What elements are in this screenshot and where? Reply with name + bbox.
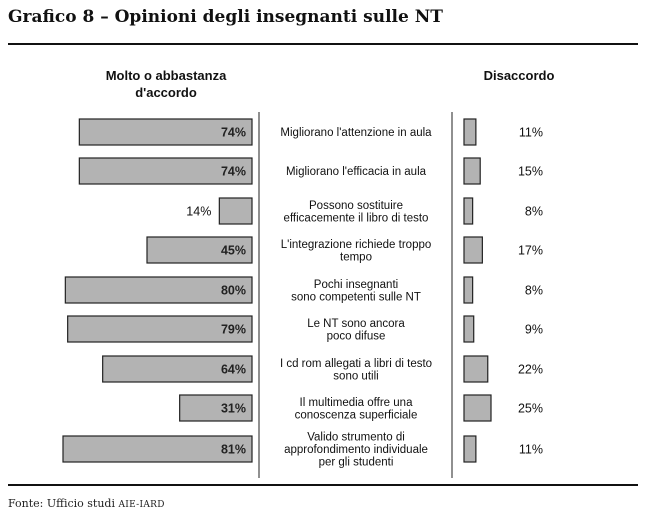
agree-bar (62, 435, 253, 463)
disagree-value-label: 9% (525, 323, 543, 337)
category-label-line: L'integrazione richiede troppo (281, 239, 432, 251)
right-header: Disaccordo (484, 68, 555, 83)
disagree-value-label: 11% (519, 126, 543, 140)
agree-bar (102, 355, 253, 383)
agree-value-label: 74% (221, 165, 246, 179)
category-label-line: Valido strumento di (307, 432, 405, 444)
category-label-line: per gli studenti (319, 457, 394, 469)
agree-value-label: 79% (221, 323, 246, 337)
category-label-line: Migliorano l'efficacia in aula (286, 166, 427, 178)
agree-bar (179, 394, 253, 422)
agree-value-label: 31% (221, 402, 246, 416)
disagree-bar (463, 236, 483, 264)
agree-value-label: 45% (221, 244, 246, 258)
agree-bar (146, 236, 253, 264)
disagree-bar (463, 197, 474, 225)
disagree-value-label: 22% (518, 363, 543, 377)
disagree-bar (463, 355, 489, 383)
category-label-line: efficacemente il libro di testo (284, 212, 429, 224)
category-label-line: sono utili (333, 370, 378, 382)
agree-value-label: 74% (221, 126, 246, 140)
category-label-line: approfondimento individuale (284, 444, 428, 456)
agree-bar (78, 157, 253, 185)
agree-bar (67, 315, 253, 343)
source-org: AIE-IARD (118, 500, 165, 510)
disagree-bar (463, 394, 492, 422)
agree-value-label: 80% (221, 284, 246, 298)
category-label-line: sono competenti sulle NT (291, 291, 421, 303)
disagree-bar (463, 157, 481, 185)
source-prefix: Fonte: Ufficio studi (8, 497, 119, 510)
category-label-line: Il multimedia offre una (300, 397, 414, 409)
disagree-value-label: 15% (518, 165, 543, 179)
category-label-line: I cd rom allegati a libri di testo (280, 358, 432, 370)
disagree-value-label: 25% (518, 402, 543, 416)
agree-bar (218, 197, 253, 225)
source-note: Fonte: Ufficio studi AIE-IARD (8, 497, 165, 510)
left-header-line: Molto o abbastanza (106, 68, 227, 83)
category-label-line: Migliorano l'attenzione in aula (280, 127, 432, 139)
chart-title: Grafico 8 – Opinioni degli insegnanti su… (8, 7, 443, 27)
disagree-value-label: 11% (519, 443, 543, 457)
disagree-bar (463, 315, 475, 343)
disagree-bar (463, 435, 477, 463)
bottom-rule (8, 484, 638, 486)
top-rule (8, 43, 638, 45)
category-label-line: Pochi insegnanti (314, 279, 398, 291)
disagree-value-label: 8% (525, 284, 543, 298)
disagree-bar (463, 276, 474, 304)
agree-value-label: 64% (221, 363, 246, 377)
category-label-line: tempo (340, 251, 372, 263)
agree-value-label: 81% (221, 443, 246, 457)
agree-value-label: 14% (186, 205, 211, 219)
category-label-line: poco difuse (327, 330, 386, 342)
disagree-value-label: 17% (518, 244, 543, 258)
category-label-line: Le NT sono ancora (307, 318, 405, 330)
left-header-line: d'accordo (135, 85, 197, 100)
category-label-line: conoscenza superficiale (295, 409, 418, 421)
agree-bar (78, 118, 253, 146)
disagree-bar (463, 118, 477, 146)
disagree-value-label: 8% (525, 205, 543, 219)
category-label-line: Possono sostituire (309, 200, 403, 212)
agree-bar (64, 276, 253, 304)
